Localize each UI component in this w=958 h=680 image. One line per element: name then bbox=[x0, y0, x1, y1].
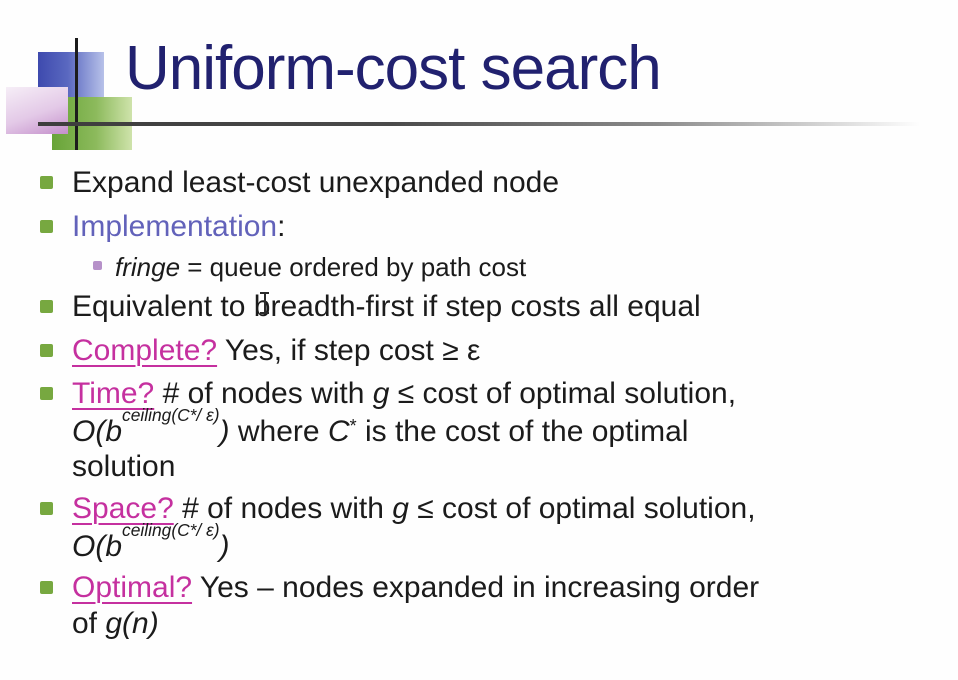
complete-link[interactable]: Complete? bbox=[72, 334, 218, 367]
implementation-label: Implementation bbox=[72, 210, 278, 243]
green-square-bullet-icon bbox=[40, 387, 53, 400]
bullet-time-line3: solution bbox=[72, 450, 175, 485]
green-square-bullet-icon bbox=[40, 220, 53, 233]
title-divider-line bbox=[38, 122, 920, 126]
slide-title: Uniform-cost search bbox=[125, 34, 662, 103]
time-text-a: # of nodes with bbox=[154, 377, 373, 410]
text-ibeam-cursor bbox=[259, 291, 270, 314]
time-text-c: where bbox=[229, 415, 328, 448]
green-square-bullet-icon bbox=[40, 581, 53, 594]
time-link[interactable]: Time? bbox=[72, 377, 155, 410]
fringe-term: fringe bbox=[115, 252, 181, 282]
green-square-bullet-icon bbox=[40, 502, 53, 515]
time-bigO-open: O(b bbox=[72, 415, 123, 448]
optimal-text-a: Yes – nodes expanded in increasing order bbox=[192, 571, 760, 604]
bullet-equivalent: Equivalent to breadth-first if step cost… bbox=[72, 290, 701, 325]
bullet-complete: Complete? Yes, if step cost ≥ ε bbox=[72, 334, 480, 369]
time-text-e: solution bbox=[72, 450, 176, 483]
bullet-optimal-line1: Optimal? Yes – nodes expanded in increas… bbox=[72, 571, 759, 606]
implementation-colon: : bbox=[277, 210, 286, 243]
time-var-g: g bbox=[372, 377, 390, 410]
decor-purple-square bbox=[6, 87, 68, 134]
green-square-bullet-icon bbox=[40, 176, 53, 189]
space-bigO-close: ) bbox=[219, 530, 230, 563]
bullet-optimal-line2: of g(n) bbox=[72, 607, 159, 642]
green-square-bullet-icon bbox=[40, 300, 53, 313]
space-text-b: ≤ cost of optimal solution, bbox=[408, 492, 756, 525]
bullet-expand-text: Expand least-cost unexpanded node bbox=[72, 166, 560, 199]
optimal-link[interactable]: Optimal? bbox=[72, 571, 193, 604]
space-text-a: # of nodes with bbox=[173, 492, 393, 525]
complete-rest: Yes, if step cost ≥ ε bbox=[217, 334, 481, 367]
optimal-var-gn: g(n) bbox=[105, 607, 159, 640]
time-exponent: ceiling(C*/ ε) bbox=[122, 404, 220, 425]
bullet-time-line2: O(bceiling(C*/ ε)) where C* is the cost … bbox=[72, 405, 689, 450]
space-bigO-open: O(b bbox=[72, 530, 123, 563]
decor-vertical-line bbox=[75, 38, 78, 150]
space-link[interactable]: Space? bbox=[72, 492, 174, 525]
bullet-time-line1: Time? # of nodes with g ≤ cost of optima… bbox=[72, 377, 736, 412]
bullet-expand: Expand least-cost unexpanded node bbox=[72, 166, 559, 201]
green-square-bullet-icon bbox=[40, 344, 53, 357]
time-text-d: is the cost of the optimal bbox=[356, 415, 689, 448]
bullet-space-line2: O(bceiling(C*/ ε)) bbox=[72, 520, 230, 565]
time-var-C-star: * bbox=[349, 416, 357, 436]
optimal-text-b: of bbox=[72, 607, 106, 640]
bullet-space-line1: Space? # of nodes with g ≤ cost of optim… bbox=[72, 492, 756, 527]
purple-square-bullet-icon bbox=[93, 261, 102, 270]
time-var-C: C bbox=[327, 415, 350, 448]
time-text-b: ≤ cost of optimal solution, bbox=[389, 377, 737, 410]
space-var-g: g bbox=[392, 492, 409, 525]
ibeam-bar bbox=[263, 293, 266, 312]
fringe-rest: = queue ordered by path cost bbox=[180, 252, 527, 282]
bullet-implementation: Implementation: bbox=[72, 210, 285, 245]
time-bigO-close: ) bbox=[219, 415, 230, 448]
bullet-equivalent-text: Equivalent to breadth-first if step cost… bbox=[72, 290, 701, 323]
space-exponent: ceiling(C*/ ε) bbox=[122, 519, 220, 540]
bullet-fringe: fringe = queue ordered by path cost bbox=[115, 252, 527, 283]
ibeam-bottom-serif bbox=[260, 312, 269, 314]
